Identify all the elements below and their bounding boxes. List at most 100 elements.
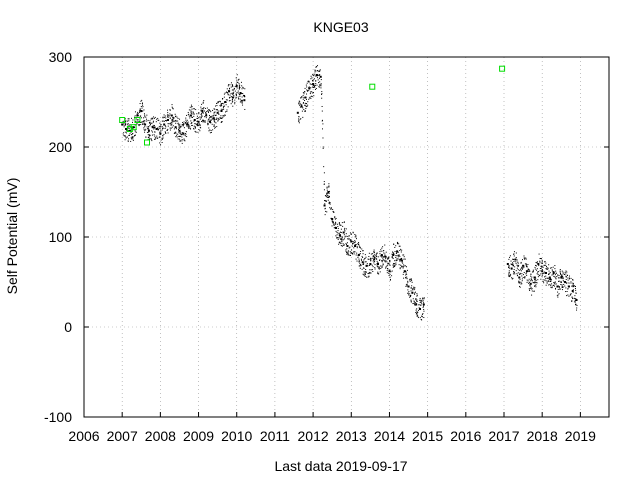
- data-point-dot: [312, 79, 314, 81]
- data-point-dot: [370, 269, 372, 271]
- data-point-dot: [227, 85, 229, 87]
- data-point-dot: [153, 134, 155, 136]
- data-point-dot: [574, 297, 576, 299]
- data-point-dot: [388, 256, 390, 258]
- data-point-dot: [407, 292, 409, 294]
- data-point-dot: [340, 244, 342, 246]
- marker-point: [130, 124, 137, 131]
- data-point-dot: [309, 96, 311, 98]
- data-point: [392, 254, 395, 256]
- data-point-dot: [565, 282, 567, 284]
- data-point-dot: [375, 255, 377, 257]
- data-point-dot: [386, 270, 388, 272]
- data-point-dot: [572, 286, 574, 288]
- data-point-dot: [215, 117, 217, 119]
- data-point-dot: [535, 284, 537, 286]
- data-point-dot: [352, 253, 354, 255]
- data-point-dot: [141, 99, 143, 101]
- data-point-dot: [159, 142, 161, 144]
- data-point-dot: [534, 281, 536, 283]
- data-point-dot: [531, 294, 533, 296]
- data-point-dot: [169, 127, 171, 129]
- data-point-dot: [187, 111, 189, 113]
- data-point-dot: [222, 107, 224, 109]
- data-point-dot: [170, 124, 172, 126]
- data-point-dot: [512, 273, 514, 275]
- data-point-dot: [215, 118, 217, 120]
- data-point-dot: [391, 256, 393, 258]
- data-point-dot: [148, 122, 150, 124]
- data-point-dot: [550, 280, 552, 282]
- data-point-dot: [169, 109, 171, 111]
- data-point-dot: [176, 116, 178, 118]
- data-point-dot: [359, 267, 361, 269]
- data-point-dot: [140, 121, 142, 123]
- data-point-dot: [124, 131, 126, 133]
- data-point-dot: [519, 285, 521, 287]
- data-point-dot: [165, 126, 167, 128]
- data-point-dot: [551, 270, 553, 272]
- data-point-dot: [241, 85, 243, 87]
- data-point-dot: [183, 134, 185, 136]
- data-point-dot: [420, 301, 422, 303]
- data-point-dot: [327, 196, 329, 198]
- data-point-dot: [238, 93, 240, 95]
- data-point: [396, 250, 399, 253]
- data-point-dot: [142, 123, 144, 125]
- data-point-dot: [543, 282, 545, 284]
- data-point-dot: [189, 106, 191, 108]
- data-point: [380, 254, 383, 256]
- data-point-dot: [329, 203, 331, 205]
- data-point-dot: [141, 102, 143, 104]
- data-point-dot: [171, 121, 173, 123]
- data-point-dot: [402, 258, 404, 260]
- data-point-dot: [141, 107, 143, 109]
- data-point-dot: [398, 264, 400, 266]
- data-point-dot: [410, 278, 412, 280]
- data-point-dot: [394, 260, 396, 262]
- data-point-dot: [318, 86, 320, 88]
- data-point-dot: [226, 110, 228, 112]
- data-point-dot: [395, 255, 397, 257]
- data-point-dot: [128, 134, 130, 136]
- data-point-dot: [198, 123, 200, 125]
- data-point-dot: [209, 129, 211, 131]
- data-point-dot: [184, 133, 186, 135]
- data-point-dot: [124, 124, 126, 126]
- data-point: [548, 276, 551, 279]
- data-point-dot: [546, 282, 548, 284]
- data-point-dot: [361, 259, 363, 261]
- marker-point: [126, 126, 133, 132]
- data-point-dot: [202, 121, 204, 123]
- data-point-dot: [370, 272, 372, 274]
- data-point-dot: [515, 270, 517, 272]
- data-point-dot: [413, 287, 415, 289]
- data-point-dot: [183, 138, 185, 140]
- data-point-dot: [334, 217, 336, 219]
- data-point-dot: [345, 235, 347, 237]
- data-point-dot: [193, 120, 195, 122]
- data-point-dot: [202, 112, 204, 114]
- data-point-dot: [209, 132, 211, 134]
- data-point: [388, 270, 391, 273]
- data-point: [567, 285, 570, 288]
- data-point-dot: [420, 300, 422, 302]
- data-point-dot: [234, 101, 236, 103]
- data-point-dot: [422, 313, 424, 315]
- data-point: [346, 245, 349, 247]
- data-point-dot: [376, 252, 378, 254]
- data-point-dot: [563, 283, 565, 285]
- data-point-dot: [201, 103, 203, 105]
- data-point-dot: [193, 113, 195, 115]
- data-point-dot: [128, 120, 130, 122]
- data-point-dot: [392, 252, 394, 254]
- data-point-dot: [335, 223, 337, 225]
- data-point-dot: [572, 282, 574, 284]
- data-point-dot: [364, 271, 366, 273]
- data-point-dot: [241, 101, 243, 103]
- data-point-dot: [298, 121, 300, 123]
- data-point-dot: [195, 123, 197, 125]
- data-point-dot: [225, 99, 227, 101]
- data-point-dot: [520, 283, 522, 285]
- y-tick-label: -100: [44, 409, 72, 425]
